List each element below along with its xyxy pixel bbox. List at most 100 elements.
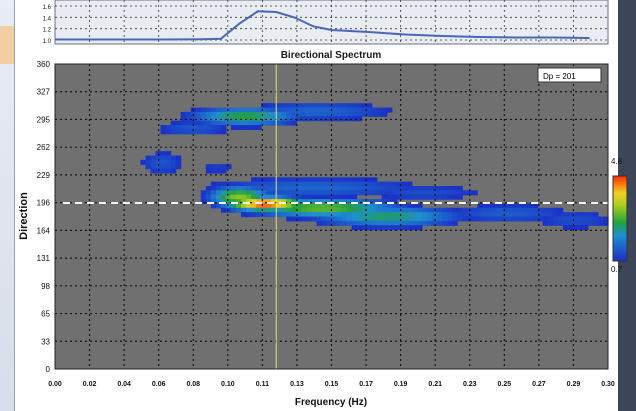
heatmap-cell [542, 212, 549, 218]
heatmap-cell [411, 194, 418, 200]
heatmap-cell [346, 190, 353, 196]
heatmap-cell [361, 199, 368, 205]
heatmap-cell [225, 111, 232, 117]
heatmap-cell [230, 194, 237, 200]
heatmap-cell [366, 103, 373, 109]
heatmap-cell [210, 107, 217, 113]
heatmap-cell [321, 107, 328, 113]
heatmap-cell [487, 216, 493, 222]
heatmap-cell [246, 212, 252, 218]
heatmap-cell [180, 116, 187, 122]
heatmap-cell [341, 220, 348, 226]
heatmap-cell [241, 207, 247, 213]
heatmap-cell [391, 186, 398, 191]
heatmap-cell [195, 120, 202, 126]
heatmap-cell [356, 216, 363, 222]
heatmap-cell [351, 111, 358, 117]
heatmap-cell [271, 199, 277, 205]
heatmap-cell [457, 212, 463, 218]
heatmap-cell [371, 203, 378, 209]
heatmap-cell [306, 212, 312, 218]
heatmap-cell [316, 177, 323, 183]
heatmap-cell [482, 216, 488, 222]
heatmap-cell [406, 186, 413, 191]
y-tick-label: 131 [37, 254, 51, 263]
heatmap-cell [316, 107, 323, 113]
heatmap-cell [276, 186, 282, 191]
heatmap-cell [366, 203, 373, 209]
heatmap-cell [562, 212, 569, 218]
heatmap-cell [230, 190, 237, 196]
heatmap-cell [170, 125, 177, 130]
heatmap-cell [386, 190, 393, 196]
heatmap-cell [522, 203, 529, 209]
heatmap-cell [215, 186, 222, 191]
heatmap-cell [321, 116, 328, 122]
heatmap-cell [351, 181, 358, 187]
heatmap-cell [311, 181, 318, 187]
heatmap-cell [346, 212, 353, 218]
heatmap-cell [497, 212, 504, 218]
heatmap-cell [361, 212, 368, 218]
heatmap-cell [251, 125, 257, 130]
heatmap-cell [537, 216, 544, 222]
heatmap-cell [396, 194, 403, 200]
heatmap-cell [281, 190, 287, 196]
heatmap-cell [306, 177, 312, 183]
heatmap-cell [336, 194, 343, 200]
heatmap-cell [396, 207, 403, 213]
heatmap-cell [165, 164, 172, 170]
heatmap-cell [437, 194, 443, 200]
heatmap-cell [261, 212, 267, 218]
heatmap-cell [512, 203, 519, 209]
heatmap-cell [321, 194, 328, 200]
heatmap-cell [261, 111, 267, 117]
heatmap-cell [296, 190, 302, 196]
heatmap-cell [562, 225, 569, 231]
heatmap-cell [452, 220, 458, 226]
heatmap-cell [331, 220, 338, 226]
heatmap-cell [467, 216, 473, 222]
heatmap-cell [246, 190, 252, 196]
heatmap-cell [386, 199, 393, 205]
heatmap-cell [246, 107, 252, 113]
heatmap-cell [557, 207, 564, 213]
heatmap-cell [416, 216, 423, 222]
heatmap-cell [286, 116, 292, 122]
heatmap-cell [241, 199, 247, 205]
heatmap-cell [572, 220, 579, 226]
heatmap-cell [155, 159, 162, 165]
heatmap-cell [346, 111, 353, 117]
heatmap-cell [276, 207, 282, 213]
heatmap-cell [266, 194, 272, 200]
heatmap-cell [406, 194, 413, 200]
heatmap-cell [321, 103, 328, 109]
heatmap-cell [225, 120, 232, 126]
heatmap-cell [366, 177, 373, 183]
heatmap-cell [251, 199, 257, 205]
heatmap-cell [592, 216, 599, 222]
heatmap-cell [220, 120, 227, 126]
heatmap-cell [286, 190, 292, 196]
heatmap-cell [331, 181, 338, 187]
heatmap-cell [200, 120, 207, 126]
heatmap-cell [266, 120, 272, 126]
heatmap-cell [145, 159, 152, 165]
heatmap-cell [331, 103, 338, 109]
heatmap-cell [271, 212, 277, 218]
heatmap-cell [361, 107, 368, 113]
heatmap-cell [567, 220, 574, 226]
x-tick-label: 0.23 [463, 381, 477, 388]
heatmap-cell [256, 207, 262, 213]
heatmap-cell [291, 186, 297, 191]
heatmap-cell [341, 103, 348, 109]
heatmap-cell [341, 216, 348, 222]
heatmap-cell [246, 125, 252, 130]
y-axis-label: Direction [18, 192, 30, 240]
heatmap-cell [230, 116, 237, 122]
heatmap-cell [205, 190, 212, 196]
heatmap-cell [185, 111, 192, 117]
heatmap-cell [371, 225, 378, 231]
heatmap-cell [261, 177, 267, 183]
heatmap-cell [366, 216, 373, 222]
